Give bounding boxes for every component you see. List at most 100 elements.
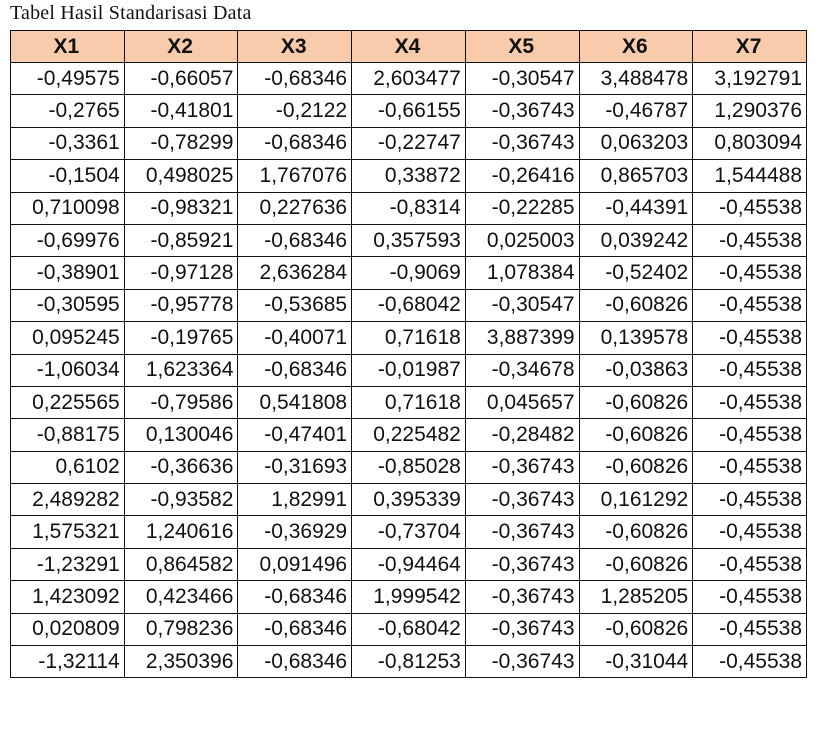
table-row: -0,69976 -0,85921 -0,68346 0,357593 0,025003… [10, 223, 807, 258]
table-cell: -0,45538 [692, 612, 807, 647]
table-cell: -0,34678 [464, 353, 580, 387]
table-cell: 3,887399 [464, 321, 580, 355]
table-cell: -0,45538 [692, 645, 807, 679]
table-cell: 0,6102 [10, 450, 125, 485]
column-header-x4: X4 [351, 30, 466, 63]
table-cell: -0,52402 [578, 256, 694, 290]
table-cell: -0,45538 [692, 353, 807, 387]
table-cell: -0,66057 [123, 61, 239, 96]
table-cell: 0,161292 [578, 483, 694, 517]
table-cell: -0,40071 [237, 321, 353, 355]
table-cell: -0,60826 [578, 515, 694, 549]
table-cell: 0,225565 [10, 385, 125, 420]
table-cell: -0,81253 [351, 645, 466, 679]
table-cell: 2,603477 [351, 61, 466, 96]
table-cell: -0,1504 [10, 159, 125, 193]
table-cell: -0,45538 [692, 191, 807, 225]
table-cell: -0,53685 [237, 288, 353, 323]
table-cell: -0,38901 [10, 256, 125, 290]
table-cell: 1,999542 [351, 580, 466, 614]
table-cell: 0,039242 [578, 223, 694, 258]
table-cell: -0,69976 [10, 223, 125, 258]
header-row: X1 X2 X3 X4 X5 X6 X7 [10, 30, 807, 63]
table-cell: -0,97128 [123, 256, 239, 290]
table-caption: Tabel Hasil Standarisasi Data [10, 2, 252, 24]
table-cell: -0,45538 [692, 288, 807, 323]
table-row: -0,30595 -0,95778 -0,53685 -0,68042 -0,30547… [10, 288, 807, 323]
column-header-x7: X7 [692, 30, 807, 63]
table-cell: -0,9069 [351, 256, 466, 290]
table-cell: -0,01987 [351, 353, 466, 387]
table-cell: -0,85921 [123, 223, 239, 258]
table-cell: -0,49575 [10, 61, 125, 96]
table-cell: -0,45538 [692, 321, 807, 355]
table-cell: -0,36743 [464, 126, 580, 161]
table-cell: -0,60826 [578, 288, 694, 323]
table-cell: -0,45538 [692, 580, 807, 614]
column-header-x5: X5 [464, 30, 580, 63]
table-row: -0,49575 -0,66057 -0,68346 2,603477 -0,30547… [10, 61, 807, 96]
table-row: 1,423092 0,423466 -0,68346 1,999542 -0,36743… [10, 580, 807, 614]
table-cell: -0,3361 [10, 126, 125, 161]
column-header-x3: X3 [237, 30, 353, 63]
table-cell: 0,020809 [10, 612, 125, 647]
table-cell: -0,36743 [464, 547, 580, 582]
table-cell: 0,045657 [464, 385, 580, 420]
table-cell: 3,192791 [692, 61, 807, 96]
table-cell: -0,68346 [237, 223, 353, 258]
table-cell: 0,063203 [578, 126, 694, 161]
table-cell: 2,636284 [237, 256, 353, 290]
table-cell: -0,73704 [351, 515, 466, 549]
table-cell: 0,225482 [351, 418, 466, 452]
table-cell: -0,68042 [351, 288, 466, 323]
table-cell: -0,68346 [237, 580, 353, 614]
table-cell: -1,23291 [10, 547, 125, 582]
table-cell: 0,357593 [351, 223, 466, 258]
table-row: -1,32114 2,350396 -0,68346 -0,81253 -0,36743… [10, 645, 807, 679]
table-cell: -0,60826 [578, 547, 694, 582]
table-cell: 3,488478 [578, 61, 694, 96]
table-cell: 0,130046 [123, 418, 239, 452]
table-cell: 1,240616 [123, 515, 239, 549]
table-cell: -0,79586 [123, 385, 239, 420]
table-cell: -0,30595 [10, 288, 125, 323]
table-cell: -0,60826 [578, 612, 694, 647]
table-cell: -0,45538 [692, 515, 807, 549]
table-cell: -0,30547 [464, 288, 580, 323]
table-cell: -0,44391 [578, 191, 694, 225]
table-cell: -0,68346 [237, 61, 353, 96]
table-row: -1,23291 0,864582 0,091496 -0,94464 -0,36743… [10, 547, 807, 582]
table-body: -0,49575 -0,66057 -0,68346 2,603477 -0,30547… [10, 61, 807, 679]
table-cell: -1,06034 [10, 353, 125, 387]
table-cell: 0,803094 [692, 126, 807, 161]
table-cell: 2,489282 [10, 483, 125, 517]
table-cell: 0,091496 [237, 547, 353, 582]
table-cell: -0,41801 [123, 94, 239, 128]
table-cell: -0,22747 [351, 126, 466, 161]
table-row: -0,2765 -0,41801 -0,2122 -0,66155 -0,36743 -0… [10, 94, 807, 128]
table-row: -0,38901 -0,97128 2,636284 -0,9069 1,078384-… [10, 256, 807, 290]
table-cell: 0,227636 [237, 191, 353, 225]
table-cell: -0,68346 [237, 612, 353, 647]
table-row: 2,489282 -0,93582 1,82991 0,395339 -0,36743 0… [10, 483, 807, 517]
table-cell: 0,864582 [123, 547, 239, 582]
table-cell: -0,94464 [351, 547, 466, 582]
table-cell: -0,47401 [237, 418, 353, 452]
column-header-x6: X6 [578, 30, 694, 63]
column-header-x2: X2 [123, 30, 239, 63]
table-cell: -0,45538 [692, 418, 807, 452]
table-cell: -0,2765 [10, 94, 125, 128]
table-cell: 1,767076 [237, 159, 353, 193]
table-cell: -0,45538 [692, 385, 807, 420]
table-cell: -0,88175 [10, 418, 125, 452]
table-cell: 0,71618 [351, 385, 466, 420]
table-cell: -0,95778 [123, 288, 239, 323]
table-row: -0,1504 0,498025 1,767076 0,33872 -0,26416 0,… [10, 159, 807, 193]
table-cell: -0,36743 [464, 645, 580, 679]
table-row: 0,095245 -0,19765 -0,40071 0,71618 3,887399 0… [10, 321, 807, 355]
table-cell: -0,78299 [123, 126, 239, 161]
table-row: 0,225565 -0,79586 0,541808 0,71618 0,045657-… [10, 385, 807, 420]
table-cell: -0,36636 [123, 450, 239, 485]
table-cell: 0,025003 [464, 223, 580, 258]
table-cell: -0,19765 [123, 321, 239, 355]
